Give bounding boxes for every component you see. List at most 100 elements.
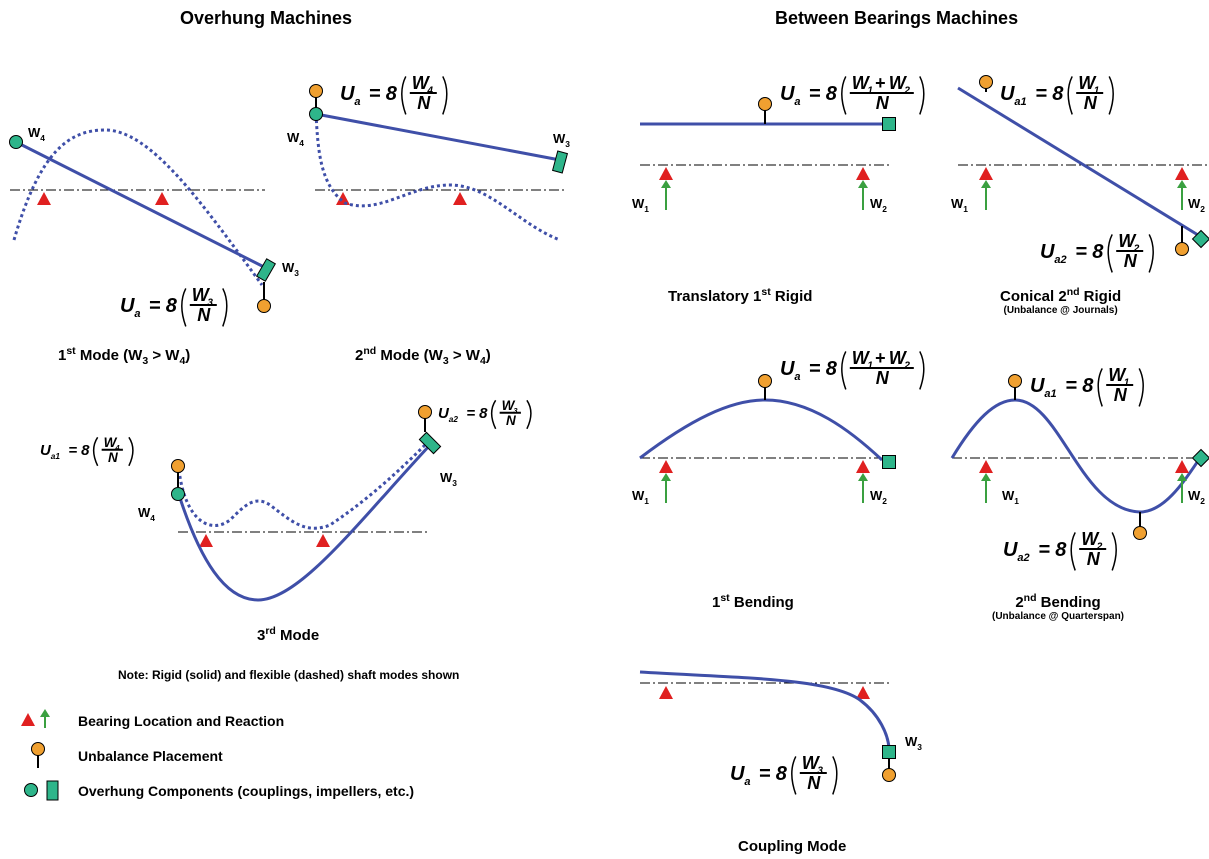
flexible-shaft-curve [177, 443, 427, 530]
eq-paren-left [181, 288, 187, 327]
eq-u-sub: a1 [1014, 96, 1026, 108]
reaction-arrow-head [858, 180, 868, 188]
eq-u: U [40, 442, 52, 459]
eq-num-w: W [192, 285, 211, 305]
unbalance-weight-icon [1133, 526, 1147, 540]
overhung-component-square [882, 455, 896, 469]
reaction-arrow-head [40, 709, 50, 717]
eq-equals: = [759, 763, 771, 785]
eq-denominator-n: N [506, 413, 516, 428]
unbalance-weight-icon [1008, 374, 1022, 388]
eq-u-sub: a1 [51, 452, 61, 461]
unbalance-weight-icon [257, 299, 271, 313]
eq-equals: = [809, 83, 821, 105]
eq-u-sub: a2 [1017, 552, 1029, 564]
eq-u: U [780, 358, 795, 380]
eq-num-w: W [1081, 529, 1100, 549]
eq-eight: 8 [81, 442, 90, 459]
label-w2-conical: W2 [1188, 196, 1205, 214]
eq-eight: 8 [479, 405, 488, 422]
flexible-shaft-curve [12, 128, 264, 286]
bearing-triangle [856, 460, 870, 473]
eq-num-w: W [1118, 231, 1137, 251]
eq-denominator-n: N [876, 93, 890, 113]
bearing-triangle [979, 167, 993, 180]
eq-equals: = [1038, 539, 1050, 561]
eq-equals: = [149, 295, 161, 317]
eq-eight: 8 [166, 295, 178, 317]
eq-paren-left [1067, 76, 1073, 115]
eq-num-w: W [852, 73, 871, 93]
bearing-triangle [21, 713, 35, 726]
caption-bending-1: 1st Bending [712, 592, 794, 611]
caption-coupling-mode: Coupling Mode [738, 838, 847, 855]
bearing-triangle [856, 686, 870, 699]
eq-denominator-n: N [1087, 549, 1101, 569]
caption-translatory-rigid: Translatory 1st Rigid [668, 286, 813, 305]
label-w3-mode2: W3 [553, 131, 570, 149]
eq-paren-left [841, 351, 847, 390]
eq-eight: 8 [386, 83, 398, 105]
eq-equals: = [1035, 83, 1047, 105]
label-w1-conical: W1 [951, 196, 968, 214]
eq-equals: = [68, 442, 77, 459]
eq-eight: 8 [1055, 539, 1067, 561]
unbalance-weight-icon [171, 459, 185, 473]
eq-u: U [340, 83, 355, 105]
caption-mode-3: 3rd Mode [257, 625, 320, 644]
bearing-triangle [1175, 460, 1189, 473]
eq-paren-right [1111, 532, 1117, 571]
eq-num-w: W [1108, 365, 1127, 385]
eq-paren-left [1107, 234, 1113, 273]
eq-u-sub: a [134, 308, 140, 320]
label-w4-mode2: W4 [287, 130, 304, 148]
eq-num-sub: 1 [1124, 377, 1130, 388]
eq-equals: = [466, 405, 475, 422]
rigid-shaft-line [315, 112, 561, 162]
eq-paren-left [841, 76, 847, 115]
eq-num-sub: 2 [903, 360, 910, 371]
eq-u: U [1040, 241, 1055, 263]
unbalance-weight-icon [979, 75, 993, 89]
overhung-component-rect [551, 150, 569, 174]
bearing-triangle [659, 686, 673, 699]
eq-u: U [120, 295, 135, 317]
eq-paren-right [128, 436, 134, 467]
eq-num-sub: 2 [903, 85, 910, 96]
eq-paren-left [401, 76, 407, 115]
overhung-disc-icon [24, 783, 38, 797]
eq-num-w: W [502, 398, 516, 413]
eq-denominator-n: N [197, 305, 211, 325]
eq-num-w: W [802, 753, 821, 773]
between-bearings-section-title: Between Bearings Machines [775, 8, 1019, 28]
reaction-arrow-head [858, 473, 868, 481]
eq-u-sub: a2 [449, 415, 459, 424]
caption-bending-2-sub: (Unbalance @ Quarterspan) [992, 611, 1125, 622]
eq-num-w: W [412, 73, 431, 93]
bearing-triangle [659, 167, 673, 180]
eq-num-sub: 3 [817, 765, 823, 776]
eq-denominator-n: N [876, 368, 890, 388]
eq-paren-left [1097, 368, 1103, 407]
eq-equals: = [1065, 375, 1077, 397]
eq-equals: = [1075, 241, 1087, 263]
caption-bending-2: 2nd Bending (Unbalance @ Quarterspan) [992, 592, 1125, 622]
eq-paren-right [222, 288, 228, 327]
unbalance-weight-icon [309, 84, 323, 98]
eq-paren-right [919, 76, 925, 115]
caption-mode-2: 2nd Mode (W3 > W4) [355, 345, 491, 367]
label-w3-coupling: W3 [905, 734, 922, 752]
overhung-component-square [882, 745, 896, 759]
eq-num-w: W [1078, 73, 1097, 93]
legend-component-rect-icon [46, 780, 59, 801]
eq-u-sub: a1 [1044, 388, 1056, 400]
bearing-triangle [155, 192, 169, 205]
rigid-shaft-line [950, 398, 1202, 514]
label-w2-bending1: W2 [870, 488, 887, 506]
